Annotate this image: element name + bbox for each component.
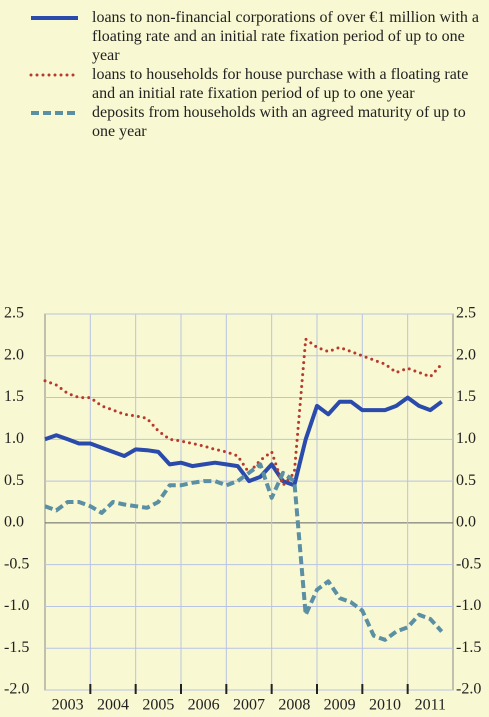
series-line: [43, 337, 444, 487]
y2-tick-label: 2.5: [456, 305, 476, 322]
series-line: [44, 462, 444, 642]
x-tick-label: 2008: [278, 697, 310, 714]
y-tick-label: 0.5: [4, 472, 24, 489]
x-tick-label: 2010: [369, 697, 401, 714]
legend: loans to non-financial corporations of o…: [28, 8, 488, 141]
y-tick-label: -1.0: [4, 597, 29, 614]
legend-label: loans to non-financial corporations of o…: [92, 9, 480, 64]
series-line: [44, 395, 443, 488]
legend-swatch: [31, 16, 78, 20]
x-tick-label: 2005: [142, 697, 174, 714]
x-tick-label: 2007: [233, 697, 265, 714]
y-tick-label: -0.5: [4, 555, 29, 572]
y2-tick-label: -0.5: [456, 555, 481, 572]
legend-item: loans to households for house purchase w…: [28, 65, 488, 103]
y-tick-label: -1.5: [4, 639, 29, 656]
x-tick-label: 2009: [324, 697, 356, 714]
x-tick-label: 2003: [52, 697, 84, 714]
y-tick-label: 2.0: [4, 346, 24, 363]
legend-swatch: [29, 73, 80, 77]
y2-tick-label: 0.0: [456, 514, 476, 531]
legend-label: loans to households for house purchase w…: [92, 66, 469, 102]
legend-swatch: [31, 111, 78, 115]
y2-tick-label: -2.0: [456, 681, 481, 698]
y-tick-label: 0.0: [4, 514, 24, 531]
y2-tick-label: 2.0: [456, 346, 476, 363]
y2-tick-label: 1.5: [456, 388, 476, 405]
y2-tick-label: 0.5: [456, 472, 476, 489]
x-tick-label: 2011: [415, 697, 446, 714]
y-tick-label: 1.5: [4, 388, 24, 405]
legend-label: deposits from households with an agreed …: [92, 104, 466, 140]
x-tick-label: 2004: [97, 697, 129, 714]
y-tick-label: 1.0: [4, 430, 24, 447]
y2-tick-label: -1.0: [456, 597, 481, 614]
x-tick-label: 2006: [188, 697, 220, 714]
legend-item: loans to non-financial corporations of o…: [28, 8, 488, 65]
y-tick-label: -2.0: [4, 681, 29, 698]
y-tick-label: 2.5: [4, 305, 24, 322]
y2-tick-label: -1.5: [456, 639, 481, 656]
legend-item: deposits from households with an agreed …: [28, 103, 488, 141]
y2-tick-label: 1.0: [456, 430, 476, 447]
